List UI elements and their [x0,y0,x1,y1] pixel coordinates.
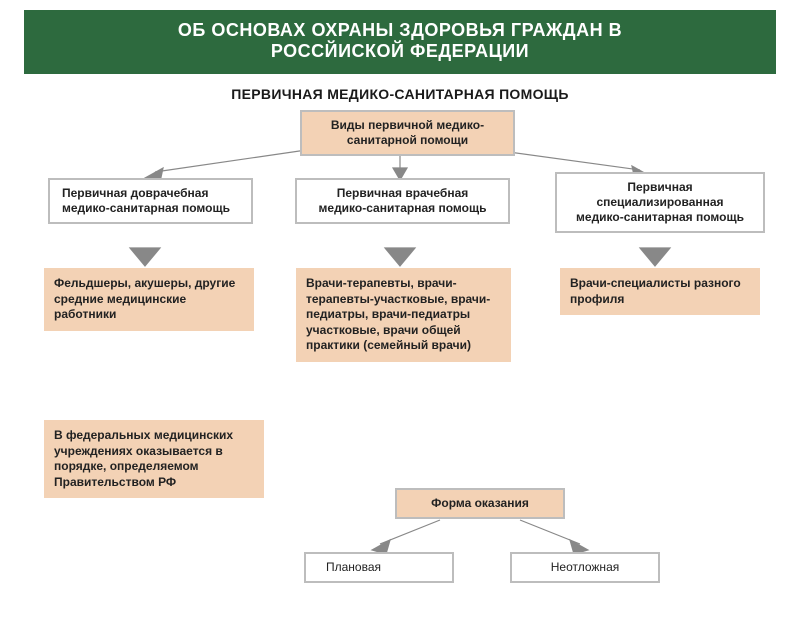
form-item-2: Неотложная [510,552,660,583]
forms-root: Форма оказания [395,488,565,519]
branch-2-l1: Первичная врачебная [337,186,469,200]
page-header: ОБ ОСНОВАХ ОХРАНЫ ЗДОРОВЬЯ ГРАЖДАН В РОС… [24,10,776,74]
diagram-canvas: Виды первичной медико- санитарной помощи… [0,110,800,630]
detail-1: Фельдшеры, акушеры, другие средние медиц… [44,268,254,331]
branch-1-l2: медико-санитарная помощь [62,201,230,215]
branch-1: Первичная доврачебная медико-санитарная … [48,178,253,224]
branch-3-l2: специализированная [596,195,723,209]
header-line2: РОССЙИСКОЙ ФЕДЕРАЦИИ [271,41,529,61]
branch-2-l2: медико-санитарная помощь [319,201,487,215]
branch-2: Первичная врачебная медико-санитарная по… [295,178,510,224]
form-item-1: Плановая [304,552,454,583]
detail-2: Врачи-терапевты, врачи-терапевты-участко… [296,268,511,362]
detail-3: Врачи-специалисты разного профиля [560,268,760,315]
federal-note: В федеральных медицинских учреждениях ок… [44,420,264,498]
branch-1-l1: Первичная доврачебная [62,186,208,200]
subtitle: ПЕРВИЧНАЯ МЕДИКО-САНИТАРНАЯ ПОМОЩЬ [0,86,800,102]
header-line1: ОБ ОСНОВАХ ОХРАНЫ ЗДОРОВЬЯ ГРАЖДАН В [178,20,622,40]
branch-3-l3: медико-санитарная помощь [576,210,744,224]
branch-3-l1: Первичная [627,180,692,194]
root-l2: санитарной помощи [347,133,468,147]
root-node: Виды первичной медико- санитарной помощи [300,110,515,156]
branch-3: Первичная специализированная медико-сани… [555,172,765,233]
root-l1: Виды первичной медико- [331,118,484,132]
